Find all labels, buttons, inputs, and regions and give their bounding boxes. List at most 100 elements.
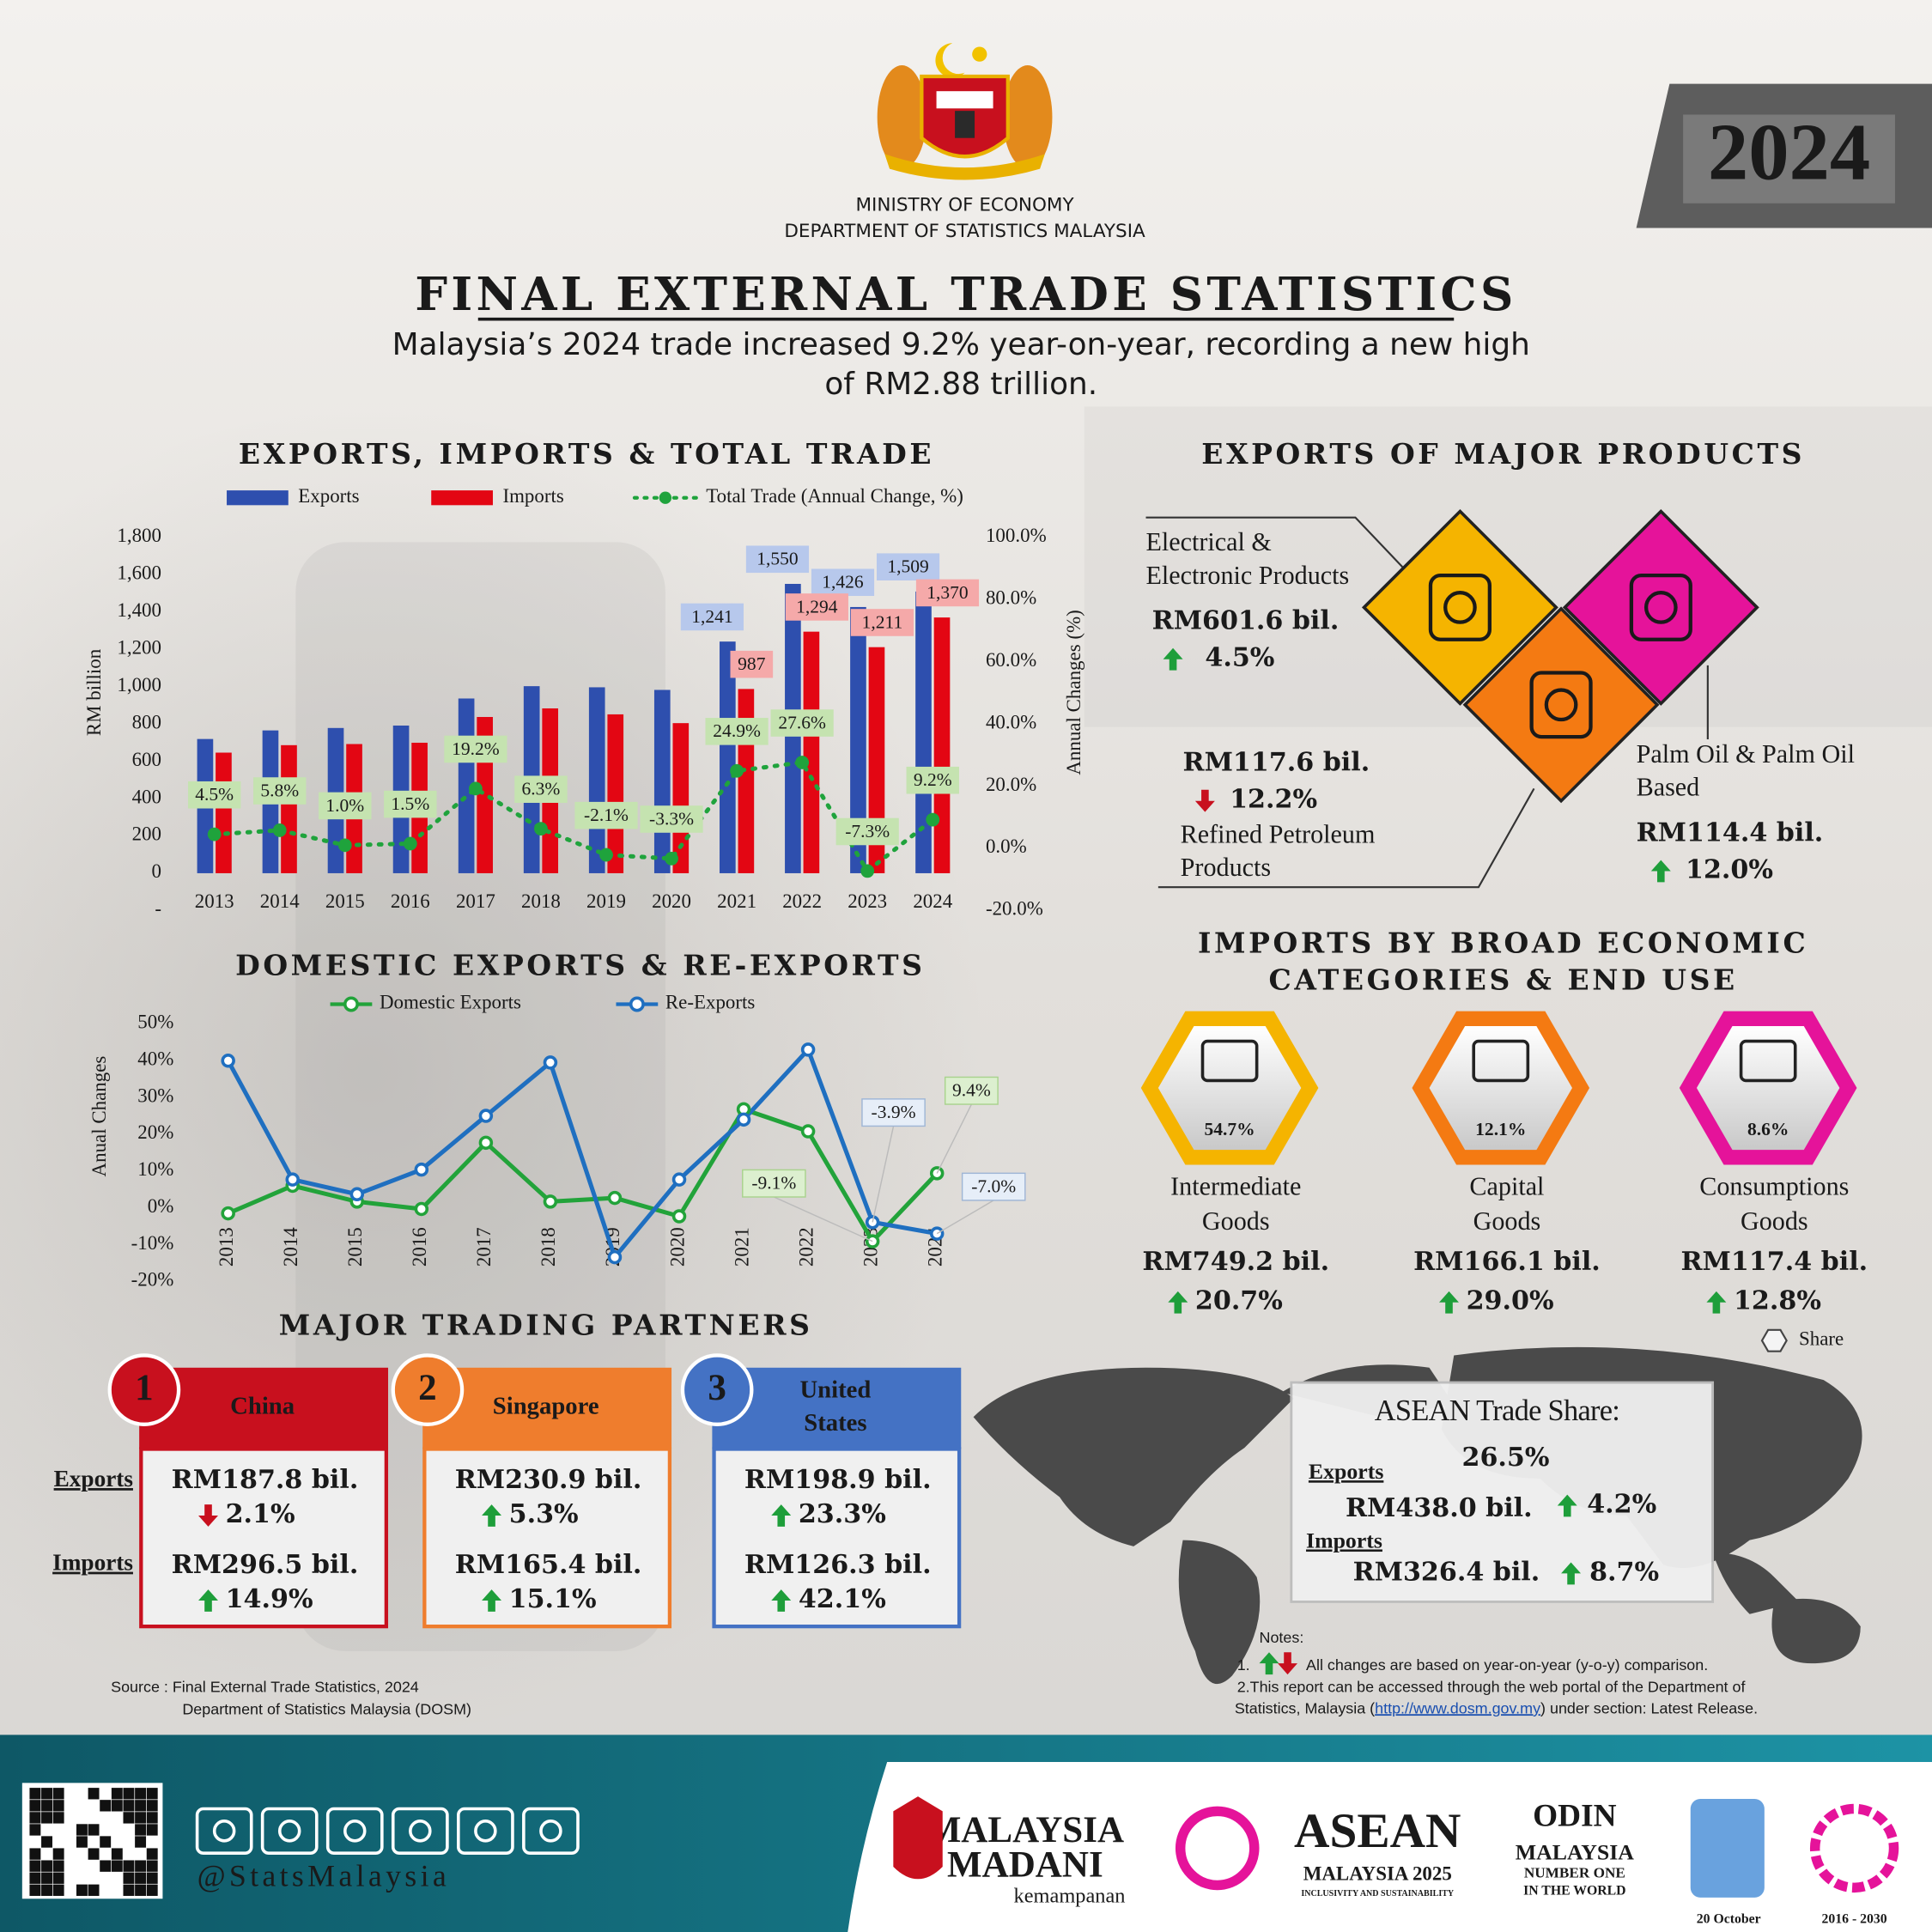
social-icon[interactable] bbox=[325, 1807, 384, 1855]
arrow-up bbox=[1650, 860, 1671, 883]
category-name: Capital bbox=[1469, 1172, 1544, 1201]
logo-text: INCLUSIVITY AND SUSTAINABILITY bbox=[1301, 1889, 1455, 1899]
series-point bbox=[929, 1226, 945, 1241]
partner-imports: RM296.5 bil. bbox=[172, 1550, 359, 1580]
x-tick-label: 2021 bbox=[731, 1227, 752, 1267]
note-number: 1. bbox=[1237, 1656, 1250, 1674]
value-label: 1,426 bbox=[822, 572, 864, 592]
qr-cell bbox=[29, 1812, 41, 1824]
partner-rank: 3 bbox=[708, 1368, 726, 1408]
bar bbox=[672, 723, 690, 873]
qr-cell bbox=[146, 1800, 158, 1812]
arrow-up bbox=[198, 1589, 218, 1612]
asean-box bbox=[1290, 1381, 1715, 1603]
partner-rank-badge bbox=[391, 1353, 465, 1426]
y-tick-label: 20% bbox=[137, 1121, 173, 1143]
arrow-up bbox=[1439, 1291, 1459, 1314]
legend-swatch bbox=[431, 490, 493, 506]
series-point bbox=[543, 1194, 558, 1209]
qr-cell bbox=[123, 1872, 135, 1884]
value-label: 9.2% bbox=[914, 769, 952, 790]
qr-cell bbox=[52, 1800, 64, 1812]
qr-cell bbox=[29, 1848, 41, 1860]
bar bbox=[720, 641, 736, 873]
imports-label: Imports bbox=[52, 1550, 133, 1576]
product-name: Electronic Products bbox=[1146, 561, 1350, 590]
x-tick-label: 2022 bbox=[795, 1227, 817, 1267]
x-tick-label: 2019 bbox=[586, 890, 626, 912]
product-value: RM117.6 bil. bbox=[1183, 748, 1370, 778]
asean-imports: RM326.4 bil. bbox=[1353, 1557, 1540, 1587]
value-label-box bbox=[961, 1172, 1026, 1201]
x-tick-label: 2013 bbox=[195, 890, 234, 912]
section-title: EXPORTS OF MAJOR PRODUCTS bbox=[1201, 437, 1805, 471]
series-point bbox=[349, 1187, 365, 1202]
series-point bbox=[671, 1172, 687, 1187]
logo-text: 2016 - 2030 bbox=[1821, 1911, 1886, 1926]
coat-of-arms bbox=[877, 43, 1053, 180]
y-tick-label: 200 bbox=[132, 823, 161, 845]
y2-axis-title: Annual Changes (%) bbox=[1063, 610, 1084, 775]
trend-point bbox=[207, 827, 222, 841]
category-name: Consumptions bbox=[1699, 1172, 1849, 1201]
social-icon[interactable] bbox=[195, 1807, 253, 1855]
y-tick-label: 50% bbox=[137, 1012, 173, 1033]
qr-cell bbox=[123, 1884, 135, 1896]
y-tick-label: 400 bbox=[132, 786, 161, 807]
value-label-box bbox=[785, 593, 848, 621]
legend-label: Imports bbox=[502, 485, 563, 507]
legend-label: Domestic Exports bbox=[380, 992, 521, 1013]
qr-cell bbox=[100, 1800, 112, 1812]
logo-mark bbox=[1690, 1799, 1765, 1898]
category-icon bbox=[1472, 1039, 1530, 1083]
qr-cell bbox=[88, 1824, 100, 1836]
product-icon bbox=[1529, 671, 1593, 739]
crescent bbox=[935, 43, 965, 78]
category-change: 12.8% bbox=[1734, 1286, 1821, 1316]
social-icon[interactable] bbox=[457, 1807, 514, 1855]
notes-title: Notes: bbox=[1260, 1629, 1304, 1646]
social-icon[interactable] bbox=[260, 1807, 319, 1855]
y-tick-label: 10% bbox=[137, 1158, 173, 1180]
series-point bbox=[414, 1201, 429, 1217]
trend-point bbox=[665, 852, 678, 866]
bar bbox=[850, 606, 866, 873]
social-icon[interactable] bbox=[391, 1807, 449, 1855]
year-box bbox=[1683, 114, 1895, 204]
value-label: 19.2% bbox=[452, 738, 500, 759]
asean-share: 26.5% bbox=[1462, 1443, 1550, 1473]
value-label-box bbox=[514, 775, 568, 804]
arrow-up bbox=[1561, 1562, 1582, 1585]
qr-cell bbox=[41, 1812, 52, 1824]
qr-cell bbox=[123, 1788, 135, 1800]
product-icon bbox=[1544, 688, 1578, 722]
category-hexagon-inner bbox=[1157, 1025, 1302, 1151]
subtitle: Malaysia’s 2024 trade increased 9.2% yea… bbox=[392, 327, 1530, 362]
asean-exports-label: Exports bbox=[1309, 1459, 1383, 1484]
product-diamond bbox=[1462, 606, 1660, 804]
partner-name: United bbox=[799, 1376, 871, 1403]
y-tick-label: 0 bbox=[152, 860, 161, 882]
y-tick-label: 1,800 bbox=[117, 525, 161, 546]
product-icon bbox=[1629, 573, 1692, 641]
trend-point bbox=[599, 848, 613, 862]
social-icon[interactable] bbox=[522, 1807, 580, 1855]
trend-point bbox=[337, 838, 352, 853]
trend-point bbox=[730, 763, 744, 778]
qr-cell bbox=[29, 1860, 41, 1872]
logo-text: kemampanan bbox=[1014, 1884, 1126, 1907]
product-name: Palm Oil & Palm Oil bbox=[1637, 739, 1855, 769]
trend-point bbox=[860, 864, 875, 878]
y-axis-title: Anual Changes bbox=[88, 1056, 110, 1177]
bar bbox=[933, 617, 951, 873]
trend-point bbox=[795, 756, 810, 769]
qr-cell bbox=[41, 1884, 52, 1896]
ministry: MINISTRY OF ECONOMY bbox=[855, 195, 1074, 216]
qr-cell bbox=[123, 1812, 135, 1824]
section-title: IMPORTS BY BROAD ECONOMIC bbox=[1198, 927, 1808, 960]
trend-point bbox=[534, 822, 548, 836]
x-tick-label: 2020 bbox=[666, 1227, 688, 1267]
product-change: 4.5% bbox=[1205, 643, 1274, 673]
note-link[interactable]: http://www.dosm.gov.my bbox=[1375, 1699, 1540, 1716]
